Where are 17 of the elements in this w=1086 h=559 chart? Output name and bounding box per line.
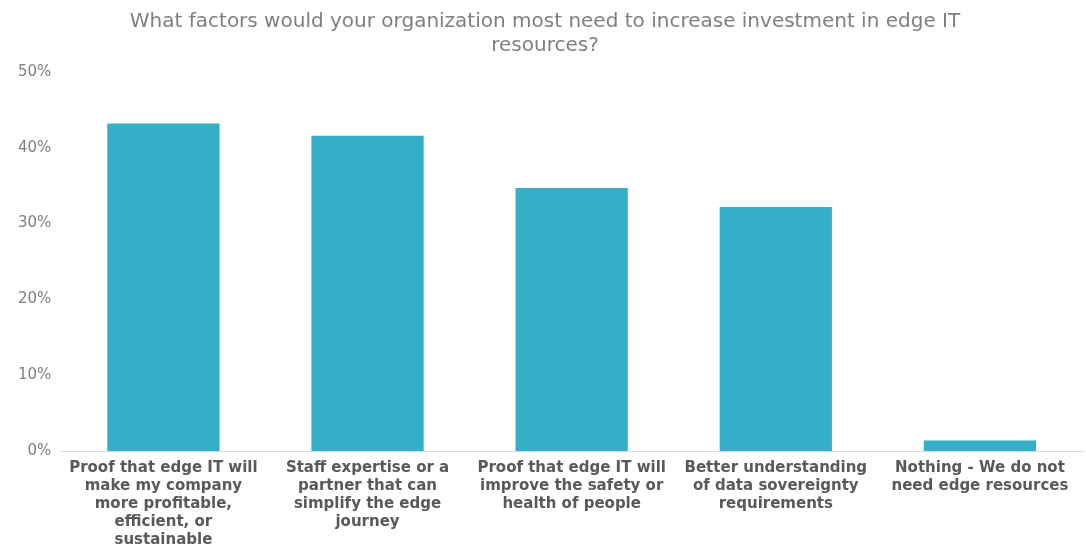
bar [515,187,628,451]
bar [923,440,1037,451]
bar [107,123,220,451]
chart-title: What factors would your organization most need to increase investment in edge IT resources? [129,8,961,57]
y-tick-label: 40% [18,137,52,156]
y-tick-label: 10% [18,365,52,384]
x-tick-label: Better understanding of data sovereignty requirements [684,457,868,512]
y-tick-label: 20% [18,289,52,308]
bar [719,206,832,451]
y-tick-label: 30% [18,213,52,232]
bar [311,135,424,451]
x-tick-label: Proof that edge IT will improve the safety or health of people [477,457,666,512]
x-tick-label: Staff expertise or a partner that can simplify the edge journey [285,457,450,530]
y-tick-label: 0% [27,440,52,459]
x-tick-label: Nothing - We do not need edge resources [891,457,1069,494]
x-tick-label: Proof that edge IT will make my company more profitable, efficient, or sustainable [69,457,258,548]
y-tick-label: 50% [18,61,52,80]
